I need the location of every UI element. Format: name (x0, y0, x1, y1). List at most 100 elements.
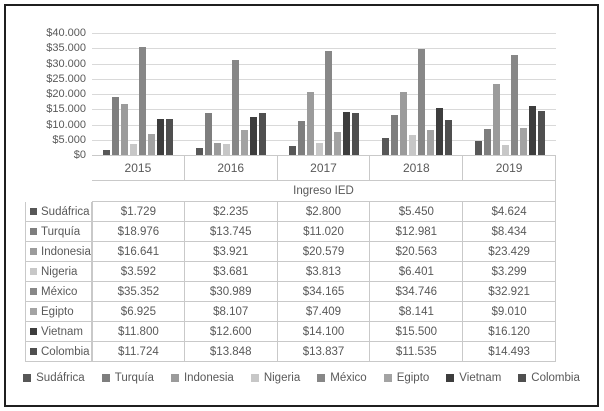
legend-item-colombia: Colombia (518, 372, 580, 384)
gridline (92, 94, 556, 95)
y-axis-tick-label: $15.000 (46, 103, 86, 116)
series-swatch-sudáfrica (30, 208, 37, 215)
legend-swatch-méxico (317, 374, 326, 382)
value-indonesia-2018: $20.563 (370, 242, 464, 262)
bar-vietnam-2018 (435, 108, 443, 155)
value-colombia-2017: $13.837 (277, 342, 371, 362)
bar-sudáfrica-2018 (381, 138, 389, 155)
bar-sudáfrica-2016 (196, 148, 204, 155)
bar-colombia-2017 (351, 113, 359, 155)
series-name: Egipto (41, 305, 74, 318)
value-egipto-2015: $6.925 (92, 302, 185, 322)
bar-vietnam-2017 (342, 112, 350, 155)
legend-swatch-colombia (518, 374, 527, 382)
legend-swatch-nigeria (250, 374, 259, 382)
bar-méxico-2015 (139, 47, 147, 155)
figure-border: $40.000 $35.000 $30.000 $25.000 $20.000 $15.0… (4, 4, 599, 407)
value-turquía-2017: $11.020 (277, 222, 371, 242)
series-name: Vietnam (41, 325, 83, 338)
y-axis-tick-label: $30.000 (46, 57, 86, 70)
value-vietnam-2019: $16.120 (463, 322, 556, 342)
value-egipto-2019: $9.010 (463, 302, 556, 322)
value-nigeria-2016: $3.681 (184, 262, 278, 282)
series-name: México (41, 285, 78, 298)
value-turquía-2018: $12.981 (370, 222, 464, 242)
gridline (92, 33, 556, 34)
series-swatch-egipto (30, 308, 37, 315)
bar-group-2015 (92, 33, 185, 155)
legend-label: México (330, 372, 367, 384)
y-axis: $40.000 $35.000 $30.000 $25.000 $20.000 $15.0… (20, 6, 86, 176)
value-nigeria-2019: $3.299 (463, 262, 556, 282)
value-méxico-2018: $34.746 (370, 282, 464, 302)
legend-item-turquía: Turquía (101, 372, 154, 384)
value-egipto-2018: $8.141 (370, 302, 464, 322)
y-axis-tick-label: $5.000 (52, 133, 86, 146)
row-label-vietnam: Vietnam (25, 322, 92, 342)
table-corner (25, 181, 92, 202)
legend-label: Indonesia (183, 372, 234, 384)
bar-turquía-2019 (483, 129, 491, 155)
legend-item-vietnam: Vietnam (446, 372, 501, 384)
gridline (92, 124, 556, 126)
bar-turquía-2017 (297, 121, 305, 155)
bar-vietnam-2016 (250, 117, 258, 155)
year-header-2017: 2017 (277, 155, 371, 181)
legend-label: Nigeria (263, 372, 301, 384)
value-colombia-2015: $11.724 (92, 342, 185, 362)
table-corner (25, 155, 92, 181)
year-header-2015: 2015 (92, 155, 185, 181)
bar-nigeria-2018 (408, 135, 416, 155)
bar-egipto-2018 (426, 130, 434, 155)
series-name: Sudáfrica (41, 205, 90, 218)
value-nigeria-2015: $3.592 (92, 262, 185, 282)
bar-turquía-2018 (390, 115, 398, 155)
legend-item-sudáfrica: Sudáfrica (23, 372, 85, 384)
y-axis-tick-label: $35.000 (46, 42, 86, 55)
row-label-sudáfrica: Sudáfrica (25, 202, 92, 222)
y-axis-tick-label: $10.000 (46, 118, 86, 131)
legend-swatch-sudáfrica (23, 374, 32, 382)
series-name: Indonesia (41, 245, 91, 258)
legend-item-méxico: México (317, 372, 367, 384)
series-swatch-vietnam (30, 328, 37, 335)
bar-egipto-2016 (241, 130, 249, 155)
gridline (92, 139, 556, 141)
value-vietnam-2016: $12.600 (184, 322, 278, 342)
value-colombia-2018: $11.535 (370, 342, 464, 362)
value-indonesia-2016: $3.921 (184, 242, 278, 262)
bar-turquía-2015 (112, 97, 120, 155)
value-sudáfrica-2017: $2.800 (277, 202, 371, 222)
series-name: Turquía (41, 225, 81, 238)
value-indonesia-2017: $20.579 (277, 242, 371, 262)
value-sudáfrica-2019: $4.624 (463, 202, 556, 222)
value-méxico-2017: $34.165 (277, 282, 371, 302)
series-swatch-colombia (30, 348, 37, 355)
value-colombia-2016: $13.848 (184, 342, 278, 362)
value-indonesia-2015: $16.641 (92, 242, 185, 262)
plot-area (92, 33, 556, 155)
row-label-méxico: México (25, 282, 92, 302)
bar-groups (92, 33, 556, 155)
gridline (92, 63, 556, 65)
bar-nigeria-2019 (501, 145, 509, 155)
bar-méxico-2017 (324, 51, 332, 155)
bar-nigeria-2016 (223, 144, 231, 155)
bar-egipto-2015 (148, 134, 156, 155)
year-header-2016: 2016 (184, 155, 278, 181)
value-turquía-2019: $8.434 (463, 222, 556, 242)
legend-item-nigeria: Nigeria (250, 372, 301, 384)
value-turquía-2015: $18.976 (92, 222, 185, 242)
data-table: 2015 2016 2017 2018 2019 Ingreso IED Sudáfrica… (25, 155, 556, 362)
series-swatch-turquía (30, 228, 37, 235)
series-swatch-nigeria (30, 268, 37, 275)
value-sudáfrica-2016: $2.235 (184, 202, 278, 222)
bar-colombia-2019 (537, 111, 545, 155)
bar-colombia-2016 (259, 113, 267, 155)
value-méxico-2019: $32.921 (463, 282, 556, 302)
year-header-2019: 2019 (463, 155, 556, 181)
bar-nigeria-2015 (130, 144, 138, 155)
bar-indonesia-2016 (214, 143, 222, 155)
bar-nigeria-2017 (315, 143, 323, 155)
